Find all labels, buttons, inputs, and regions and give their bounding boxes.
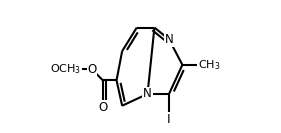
Text: CH$_3$: CH$_3$ (198, 58, 220, 72)
Text: OCH$_3$: OCH$_3$ (50, 63, 81, 76)
Text: I: I (167, 113, 171, 126)
Text: O: O (87, 63, 97, 76)
Text: N: N (143, 87, 152, 100)
Text: O: O (98, 101, 107, 114)
Text: N: N (165, 33, 173, 46)
